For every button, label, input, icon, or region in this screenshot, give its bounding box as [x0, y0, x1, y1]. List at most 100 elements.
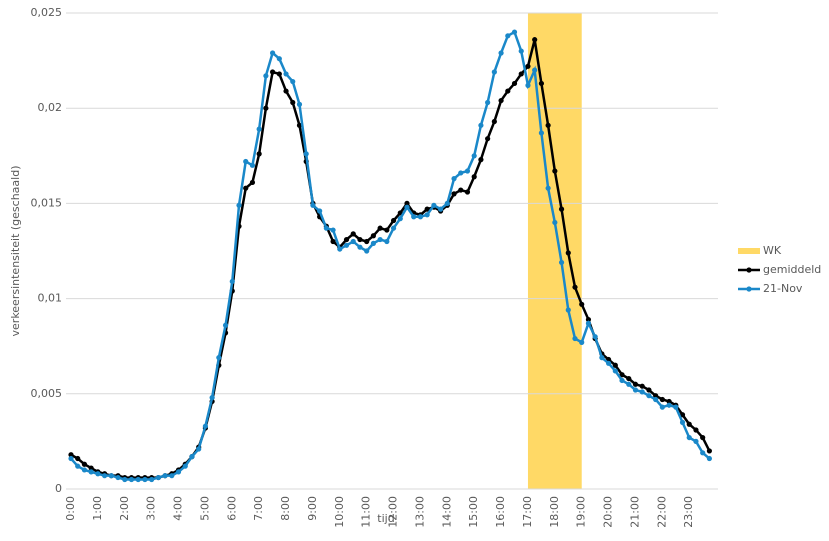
x-tick-label: 16:00	[494, 496, 507, 528]
data-point	[485, 99, 491, 106]
x-tick-label: 22:00	[655, 496, 668, 528]
data-point	[471, 153, 477, 159]
data-point	[189, 454, 195, 460]
data-point	[653, 393, 659, 399]
data-point	[471, 174, 477, 180]
data-point	[370, 240, 376, 246]
y-tick-label: 0,01	[38, 292, 63, 305]
data-point	[545, 122, 551, 128]
data-point	[498, 97, 504, 104]
data-point	[491, 118, 497, 125]
data-point	[700, 434, 706, 441]
data-point	[350, 231, 356, 237]
data-point	[565, 250, 571, 256]
data-point	[404, 204, 410, 210]
data-point	[390, 217, 397, 224]
data-point	[686, 434, 692, 441]
data-point	[525, 63, 531, 69]
y-tick-label: 0,02	[38, 101, 63, 114]
x-tick-label: 23:00	[682, 496, 695, 528]
data-point	[511, 29, 518, 35]
data-point	[102, 473, 108, 479]
data-point	[491, 69, 497, 75]
series-line	[70, 39, 711, 479]
data-point	[612, 368, 618, 374]
data-point	[343, 236, 350, 243]
data-point	[444, 200, 450, 206]
data-point	[303, 151, 309, 157]
data-point	[485, 136, 491, 142]
data-point	[175, 469, 182, 475]
data-point	[592, 334, 598, 340]
data-point	[706, 448, 713, 454]
data-point	[249, 162, 256, 168]
data-point	[518, 71, 524, 77]
data-point	[585, 316, 592, 323]
data-point	[404, 200, 410, 206]
x-tick-label: 18:00	[548, 496, 561, 528]
data-point	[424, 206, 430, 212]
data-point	[162, 473, 168, 479]
x-tick-label: 20:00	[602, 496, 615, 528]
x-tick-label: 9:00	[306, 496, 319, 521]
data-point	[142, 476, 148, 483]
x-tick-label: 6:00	[225, 496, 238, 521]
data-point	[659, 404, 665, 410]
data-point	[679, 412, 686, 418]
data-point	[350, 238, 356, 245]
data-point	[343, 242, 350, 248]
data-point	[626, 381, 632, 387]
data-point	[276, 56, 282, 62]
y-tick-label: 0	[55, 482, 62, 495]
data-point	[679, 419, 686, 425]
data-point	[659, 396, 665, 403]
legend-marker	[746, 267, 752, 273]
data-point	[155, 474, 161, 481]
data-point	[337, 246, 343, 252]
data-point	[619, 377, 625, 384]
data-point	[229, 278, 235, 285]
x-tick-label: 11:00	[360, 496, 373, 528]
data-point	[364, 238, 370, 245]
data-point	[619, 372, 625, 378]
x-tick-label: 17:00	[521, 496, 534, 528]
x-tick-label: 19:00	[575, 496, 588, 528]
data-point	[310, 202, 316, 208]
x-tick-label: 8:00	[279, 496, 292, 521]
data-point	[81, 467, 88, 473]
data-point	[411, 214, 417, 220]
data-point	[653, 396, 659, 403]
data-point	[88, 469, 94, 475]
y-tick-label: 0,025	[31, 6, 63, 19]
data-point	[68, 452, 74, 458]
data-point	[243, 185, 249, 191]
data-point	[283, 71, 289, 77]
data-point	[115, 474, 121, 481]
data-point	[75, 463, 81, 469]
x-tick-label: 1:00	[91, 496, 104, 521]
data-point	[283, 88, 289, 94]
data-point	[364, 248, 370, 254]
data-point	[505, 88, 511, 94]
data-point	[149, 476, 155, 483]
data-point	[646, 393, 652, 399]
data-point	[243, 158, 249, 165]
legend-marker	[746, 286, 752, 292]
data-point	[263, 73, 269, 79]
data-point	[222, 322, 229, 328]
data-point	[390, 225, 397, 231]
data-point	[128, 476, 135, 483]
x-tick-label: 7:00	[252, 496, 265, 521]
data-point	[270, 50, 276, 56]
legend-label: 21-Nov	[763, 282, 803, 295]
data-point	[68, 455, 74, 462]
y-tick-label: 0,015	[31, 196, 63, 209]
data-point	[182, 463, 188, 469]
data-point	[236, 202, 242, 208]
x-tick-label: 13:00	[413, 496, 426, 528]
data-point	[377, 236, 383, 243]
data-point	[572, 335, 578, 342]
data-point	[370, 233, 376, 239]
data-point	[666, 402, 672, 408]
